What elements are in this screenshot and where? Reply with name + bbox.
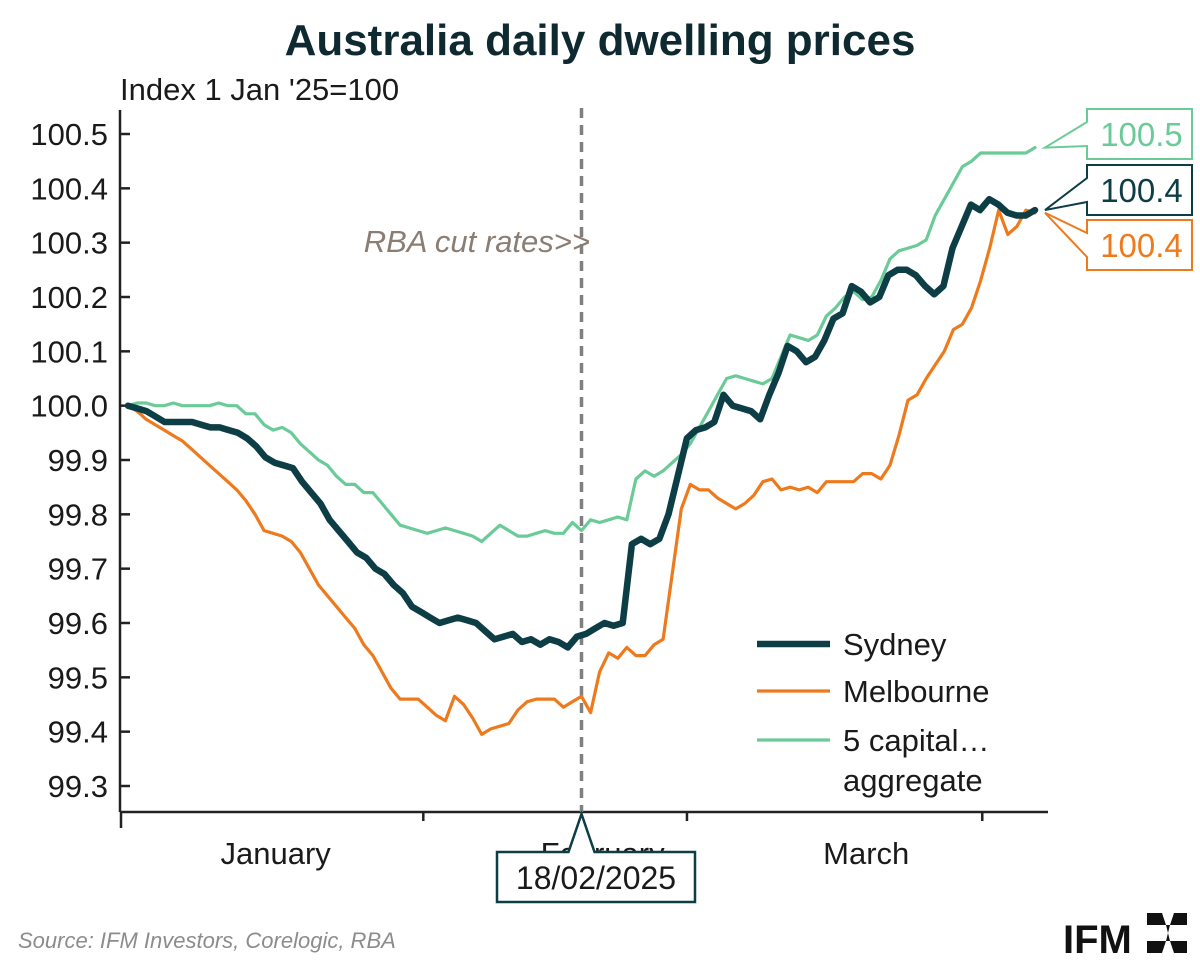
- series-line-5: [126, 146, 1037, 544]
- end-value-callouts: 100.5 100.4 100.4: [1041, 108, 1193, 271]
- date-callout-text: 18/02/2025: [516, 860, 676, 896]
- y-axis-label: Index 1 Jan '25=100: [120, 72, 399, 107]
- y-tick-label: 100.2: [30, 280, 108, 315]
- y-tick-label: 99.5: [48, 660, 108, 695]
- ifm-logo: IFM: [1063, 913, 1187, 962]
- source-note: Source: IFM Investors, Corelogic, RBA: [18, 928, 396, 953]
- legend-label: Melbourne: [843, 674, 989, 709]
- chart-title: Australia daily dwelling prices: [285, 16, 916, 65]
- rba-cut-marker: RBA cut rates>>: [364, 108, 590, 812]
- end-callout-box: [1041, 108, 1193, 160]
- end-callout-box: [1044, 211, 1193, 271]
- y-tick-label: 99.4: [48, 715, 108, 750]
- rba-cut-annotation: RBA cut rates>>: [364, 224, 590, 259]
- legend-label: aggregate: [843, 763, 983, 798]
- y-tick-label: 99.7: [48, 552, 108, 587]
- end-value-label: 100.4: [1100, 172, 1183, 209]
- x-month-label: January: [221, 836, 332, 871]
- legend: Sydney Melbourne 5 capital… aggregate: [757, 627, 989, 798]
- ifm-logo-mark-icon: [1147, 913, 1187, 953]
- y-tick-label: 99.6: [48, 606, 108, 641]
- y-tick-label: 100.1: [30, 334, 108, 369]
- series-lines: [124, 146, 1039, 737]
- end-value-label: 100.4: [1100, 227, 1183, 264]
- y-tick-label: 100.4: [30, 171, 108, 206]
- y-tick-label: 100.3: [30, 226, 108, 261]
- legend-label: Sydney: [843, 627, 947, 662]
- ifm-logo-text: IFM: [1063, 918, 1132, 962]
- series-line-melbourne: [126, 208, 1037, 737]
- y-tick-label: 100.5: [30, 117, 108, 152]
- series-line-sydney: [124, 195, 1039, 651]
- end-callout-box: [1044, 164, 1193, 216]
- y-tick-label: 100.0: [30, 389, 108, 424]
- y-axis: 100.5 100.4 100.3 100.2 100.1 100.0 99.9 99.8 99…: [30, 110, 130, 812]
- y-tick-label: 99.8: [48, 497, 108, 532]
- legend-label: 5 capital…: [843, 723, 989, 758]
- date-callout: 18/02/2025: [495, 810, 697, 904]
- end-value-label: 100.5: [1100, 116, 1183, 153]
- x-month-label: March: [823, 836, 909, 871]
- y-tick-label: 99.9: [48, 443, 108, 478]
- date-callout-box: [495, 810, 697, 904]
- y-tick-label: 99.3: [48, 769, 108, 804]
